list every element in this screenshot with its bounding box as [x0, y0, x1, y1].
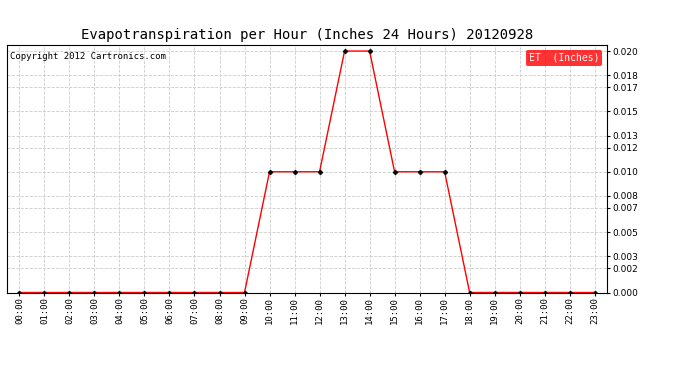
Legend: ET  (Inches): ET (Inches)	[526, 50, 602, 66]
Text: Copyright 2012 Cartronics.com: Copyright 2012 Cartronics.com	[10, 53, 166, 62]
Title: Evapotranspiration per Hour (Inches 24 Hours) 20120928: Evapotranspiration per Hour (Inches 24 H…	[81, 28, 533, 42]
